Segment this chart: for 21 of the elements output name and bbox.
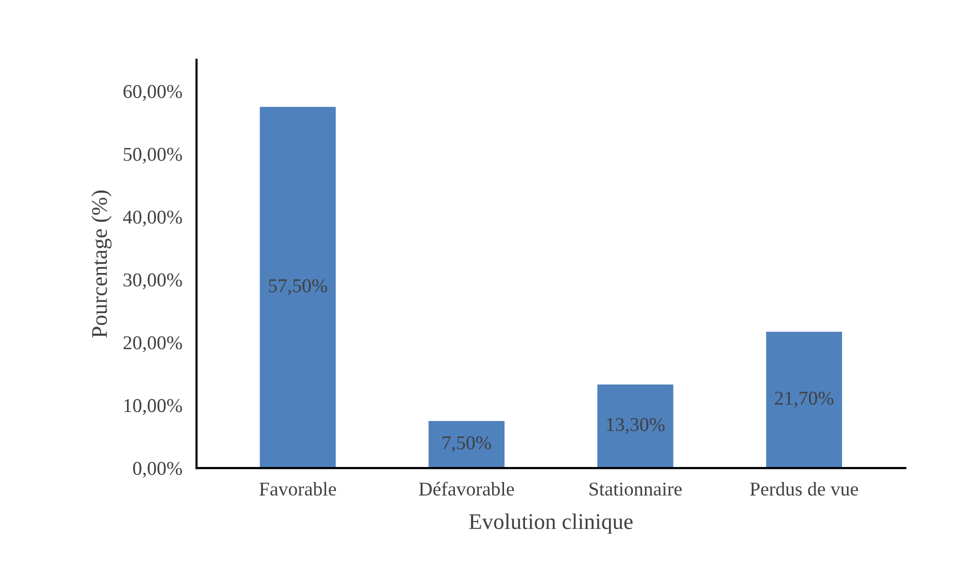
- y-tick-label: 50,00%: [124, 148, 182, 164]
- x-axis-title: Evolution clinique: [469, 513, 633, 534]
- bar: [428, 420, 505, 468]
- y-tick-label: 10,00%: [124, 399, 182, 415]
- data-label: 13,30%: [607, 418, 665, 434]
- x-tick-label: Perdus de vue: [750, 482, 858, 496]
- y-tick-label: 60,00%: [124, 84, 182, 101]
- y-axis-title: Pourcentage (%): [91, 190, 112, 338]
- bar: [260, 106, 336, 468]
- x-tick-label: Défavorable: [419, 482, 514, 496]
- x-tick-label: Stationnaire: [590, 482, 682, 496]
- bar: [597, 384, 674, 468]
- data-label: 21,70%: [774, 392, 834, 408]
- bar: [766, 332, 842, 468]
- y-tick-label: 40,00%: [123, 210, 182, 227]
- data-label: 57,50%: [268, 279, 328, 296]
- x-tick-label: Favorable: [259, 482, 336, 496]
- y-tick-label: 0,00%: [133, 462, 182, 478]
- y-tick-label: 20,00%: [124, 336, 182, 352]
- y-tick-label: 30,00%: [124, 273, 182, 290]
- data-label: 7,50%: [442, 436, 491, 452]
